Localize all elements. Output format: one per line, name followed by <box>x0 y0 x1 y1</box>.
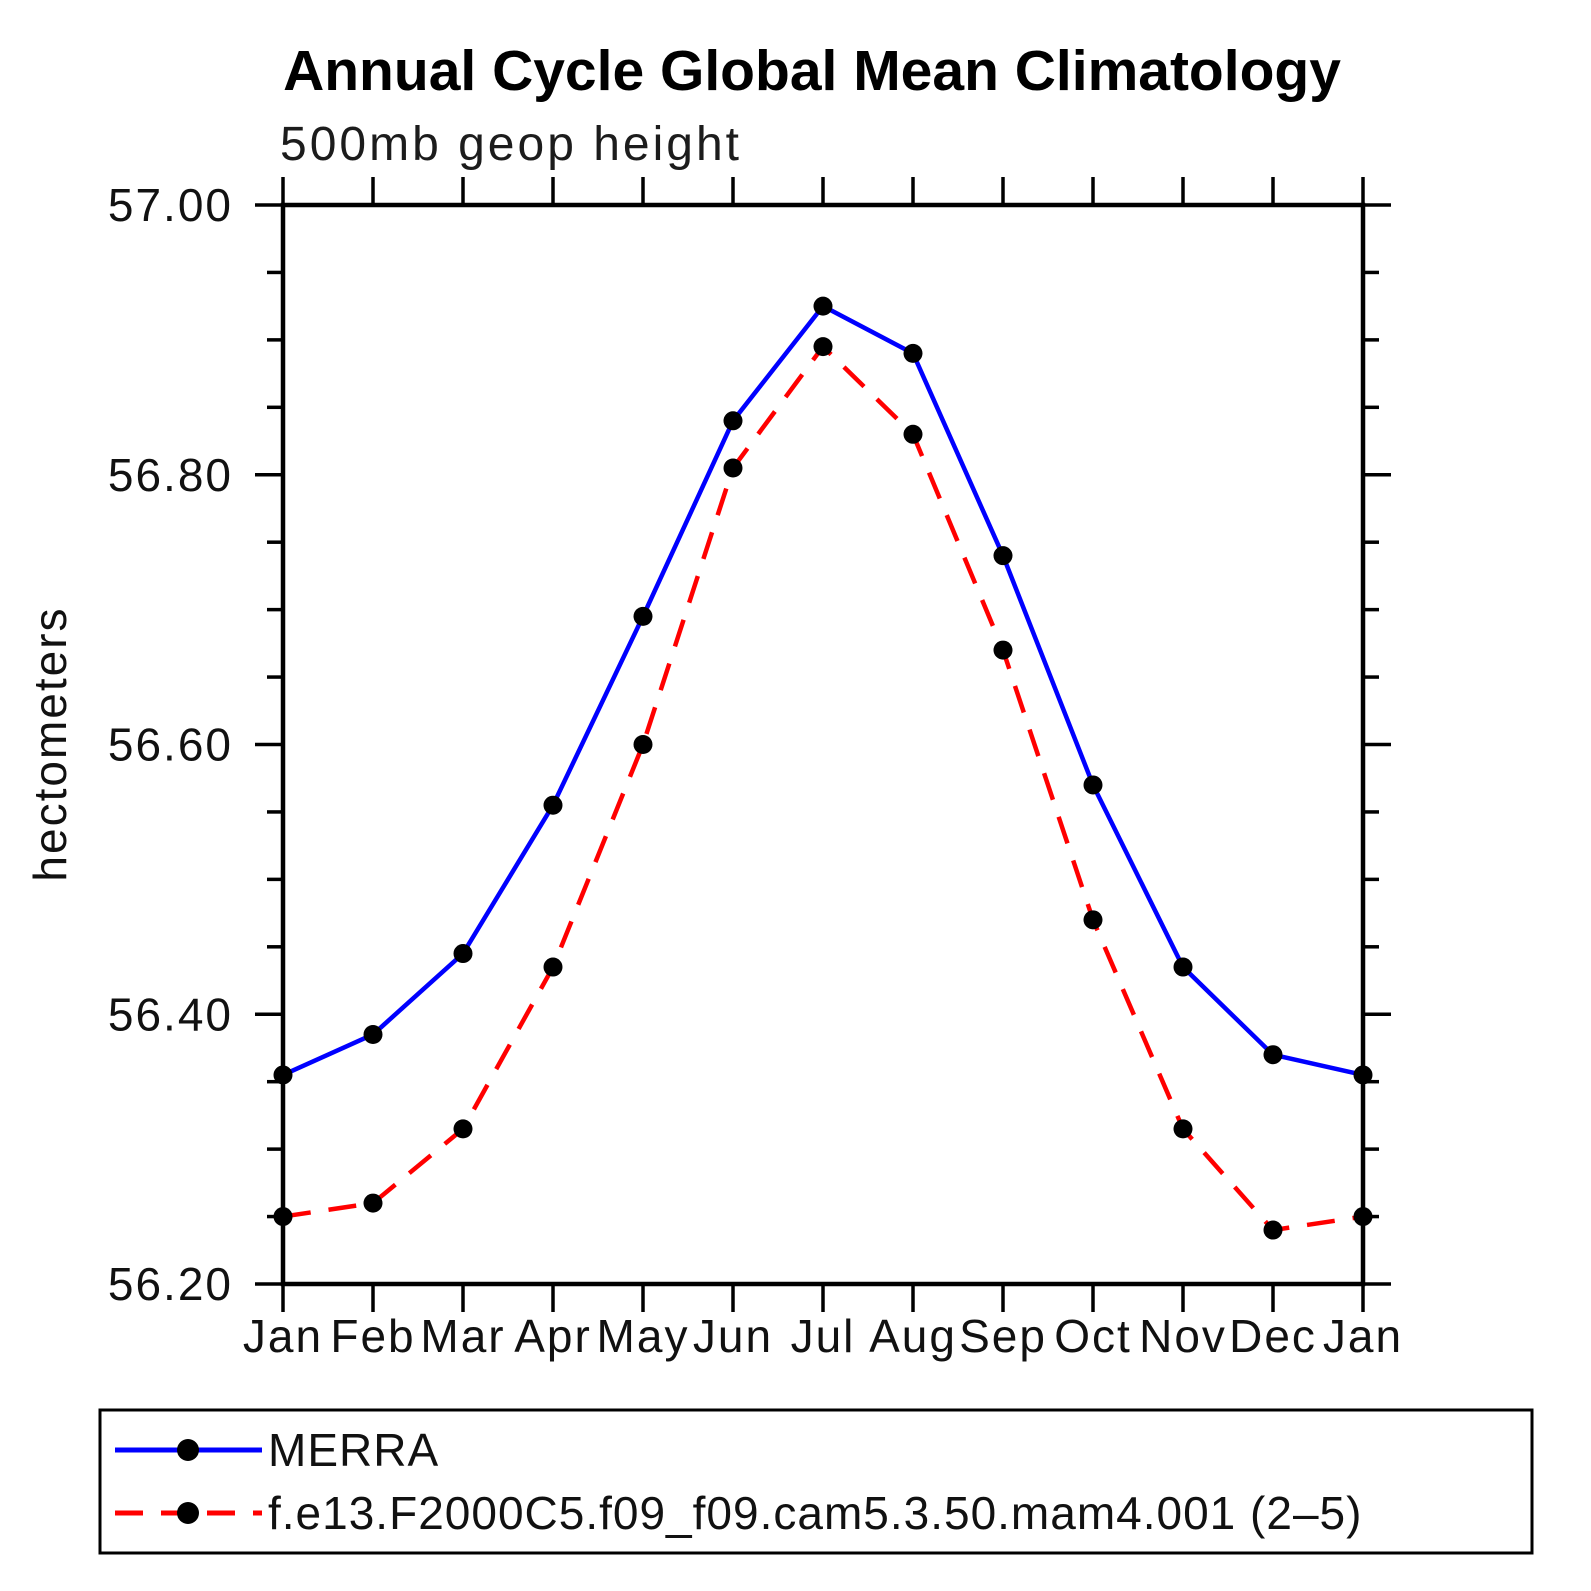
chart-title: Annual Cycle Global Mean Climatology <box>283 39 1341 103</box>
merra-marker <box>903 343 923 363</box>
x-tick-label: Apr <box>514 1310 592 1362</box>
merra-marker <box>273 1065 293 1085</box>
x-tick-label: Jul <box>791 1310 856 1362</box>
x-tick-label: Feb <box>330 1310 415 1362</box>
y-tick-label: 56.20 <box>108 1258 233 1310</box>
x-tick-label: Oct <box>1054 1310 1132 1362</box>
merra-marker <box>363 1024 383 1044</box>
model-marker <box>1173 1119 1193 1139</box>
x-tick-label: Dec <box>1229 1310 1317 1362</box>
x-tick-label: May <box>597 1310 690 1362</box>
y-tick-label: 56.60 <box>108 719 233 771</box>
y-tick-labels: 57.00 56.80 56.60 56.40 56.20 <box>108 179 233 1310</box>
model-marker <box>903 424 923 444</box>
chart-subtitle: 500mb geop height <box>280 118 742 171</box>
merra-marker <box>543 795 563 815</box>
merra-marker <box>1173 957 1193 977</box>
legend-box <box>98 1408 1534 1555</box>
model-marker <box>363 1193 383 1213</box>
x-tick-label: Jan <box>243 1310 323 1362</box>
model-marker <box>1353 1207 1373 1227</box>
model-line <box>282 343 1364 1233</box>
model-marker <box>993 640 1013 660</box>
legend-marker-merra <box>177 1439 199 1461</box>
model-marker <box>723 458 743 478</box>
y-tick-label: 57.00 <box>108 179 233 231</box>
merra-line <box>282 303 1364 1078</box>
merra-marker <box>1263 1045 1283 1065</box>
x-tick-label: Sep <box>959 1310 1047 1362</box>
merra-marker <box>1083 775 1103 795</box>
merra-marker <box>453 944 473 964</box>
y-axis-label: hectometers <box>24 606 76 881</box>
legend-label-merra: MERRA <box>268 1424 439 1476</box>
model-marker <box>453 1119 473 1139</box>
model-marker <box>273 1207 293 1227</box>
x-tick-label: Nov <box>1139 1310 1227 1362</box>
axis-ticks <box>255 177 1391 1312</box>
model-marker <box>1083 910 1103 930</box>
plot-frame <box>280 202 1366 1287</box>
legend: MERRA f.e13.F2000C5.f09_f09.cam5.3.50.ma… <box>98 1408 1534 1555</box>
x-tick-label: Aug <box>869 1310 957 1362</box>
merra-marker <box>1353 1065 1373 1085</box>
x-tick-label: Jan <box>1323 1310 1403 1362</box>
model-marker <box>543 957 563 977</box>
x-tick-labels: Jan Feb Mar Apr May Jun Jul Aug Sep Oct Nov Dec Jan <box>243 1310 1403 1362</box>
merra-marker <box>813 296 833 316</box>
y-tick-label: 56.40 <box>108 988 233 1040</box>
data-markers <box>273 296 1373 1240</box>
merra-marker <box>633 606 653 626</box>
y-tick-label: 56.80 <box>108 449 233 501</box>
legend-marker-model <box>177 1502 199 1524</box>
model-marker <box>813 337 833 357</box>
x-tick-label: Jun <box>693 1310 773 1362</box>
merra-marker <box>723 411 743 431</box>
x-tick-label: Mar <box>420 1310 505 1362</box>
legend-label-model: f.e13.F2000C5.f09_f09.cam5.3.50.mam4.001… <box>268 1487 1362 1539</box>
model-marker <box>633 735 653 754</box>
data-series <box>282 303 1364 1233</box>
merra-marker <box>993 546 1013 566</box>
model-marker <box>1263 1220 1283 1240</box>
